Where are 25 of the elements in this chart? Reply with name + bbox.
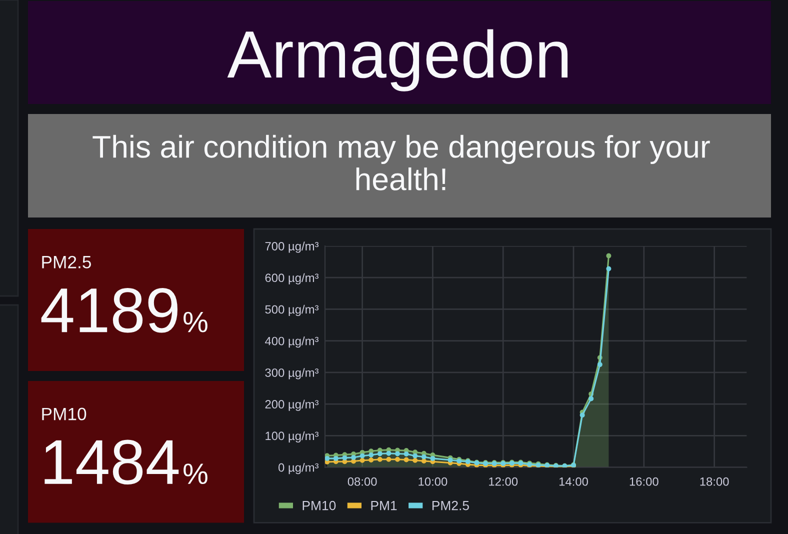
text: 1484 (44, 440, 179, 484)
x-tick-label: 16:00 (630, 477, 658, 486)
y-tick-label: 300 µg/m³ (265, 368, 319, 380)
legend-label: PM2.5 (432, 500, 469, 510)
text: This air condition may be dangerous for your health! (92, 134, 710, 190)
legend-label: PM1 (371, 501, 397, 510)
y-tick-label: 0 µg/m³ (278, 462, 319, 474)
x-tick-label: 08:00 (348, 477, 377, 486)
y-tick-label: 500 µg/m³ (265, 304, 319, 316)
text: % (184, 464, 208, 484)
y-tick-label: 700 µg/m³ (265, 242, 319, 253)
text: PM2.5 (42, 256, 91, 268)
legend-label: PM10 (302, 500, 336, 510)
x-tick-label: 10:00 (418, 477, 448, 486)
y-tick-label: 100 µg/m³ (266, 431, 319, 442)
text: 4189 (41, 288, 178, 333)
y-tick-label: 600 µg/m³ (265, 273, 319, 284)
x-tick-label: 12:00 (489, 477, 518, 486)
x-tick-label: 14:00 (559, 477, 588, 486)
y-tick-label: 200 µg/m³ (265, 400, 319, 411)
text: % (184, 312, 208, 332)
y-tick-label: 400 µg/m³ (265, 336, 319, 348)
x-tick-label: 18:00 (700, 477, 729, 486)
text: Armagedon (227, 29, 568, 92)
text: PM10 (42, 408, 86, 420)
